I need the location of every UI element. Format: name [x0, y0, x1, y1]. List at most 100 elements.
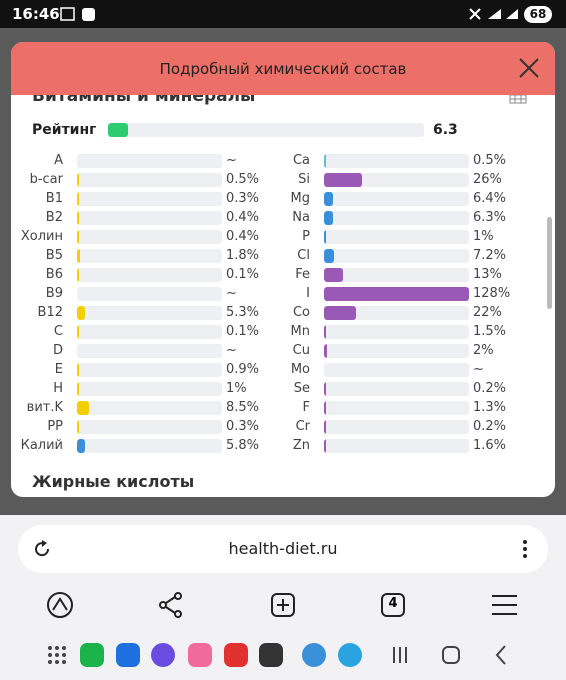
signal-icons	[469, 8, 518, 20]
nutrient-name: Cu	[292, 343, 310, 358]
bar	[77, 401, 90, 415]
nutrient-value: 13%	[473, 267, 502, 282]
modal-header: Подробный химический состав	[11, 42, 555, 95]
modal-title: Подробный химический состав	[159, 60, 407, 78]
nutrient-name: E	[54, 362, 63, 377]
nutrient-name: Co	[292, 305, 310, 320]
nutrient-track	[324, 230, 469, 244]
nutrient-track	[77, 287, 222, 301]
menu-button[interactable]	[492, 595, 517, 615]
nutrient-value: 0.2%	[473, 381, 507, 396]
nutrient-name: Fe	[295, 267, 310, 282]
nutrient-name: I	[306, 286, 310, 301]
back-button[interactable]	[495, 645, 506, 665]
menu-icon[interactable]	[521, 539, 529, 559]
app-icon[interactable]	[116, 643, 140, 667]
nutrient-name: B1	[45, 191, 63, 206]
nutrient-value: 0.3%	[226, 191, 260, 206]
nutrient-track	[324, 173, 469, 187]
share-button[interactable]	[159, 592, 182, 618]
recent-button[interactable]	[393, 647, 407, 663]
nutrient-track	[324, 211, 469, 225]
nutrient-track	[77, 420, 222, 434]
nutrient-value: 0.3%	[226, 419, 260, 434]
nutrient-name: Cr	[295, 419, 310, 434]
nutrient-value: 22%	[473, 305, 502, 320]
nutrient-value: 0.9%	[226, 362, 260, 377]
bar	[77, 325, 79, 339]
nutrient-name: P	[302, 229, 310, 244]
app-icon[interactable]	[151, 643, 175, 667]
nutrient-track	[77, 382, 222, 396]
bar	[77, 306, 85, 320]
rating-label: Рейтинг	[32, 122, 97, 138]
nutrient-track	[77, 173, 222, 187]
home-button[interactable]	[47, 592, 73, 618]
nutrient-track	[324, 268, 469, 282]
content: Рейтинг 6.3 A ~ b-car 0.5% B1 0.3% B2 0.4% Холин 0.…	[11, 42, 555, 497]
bar	[108, 123, 128, 137]
tab-count[interactable]: 4	[388, 596, 398, 611]
nutrient-track	[324, 439, 469, 453]
bar	[77, 268, 79, 282]
status-icons	[60, 7, 95, 21]
nutrient-value: 1.5%	[473, 324, 507, 339]
app-icon[interactable]	[338, 643, 362, 667]
nutrient-value: 0.4%	[226, 229, 260, 244]
nutrient-name: b-car	[29, 172, 63, 187]
nutrient-value: 1%	[226, 381, 247, 396]
bar	[77, 211, 79, 225]
bar	[77, 230, 79, 244]
nutrient-name: B6	[45, 267, 63, 282]
modal: Подробный химический состав Витамины и м…	[11, 42, 555, 497]
app-icon[interactable]	[80, 643, 104, 667]
nutrient-name: Холин	[20, 229, 63, 244]
tabs-button[interactable]	[381, 593, 405, 617]
nutrient-value: 2%	[473, 343, 494, 358]
nutrient-value: ~	[473, 362, 484, 377]
rating-track	[108, 123, 424, 137]
bar	[77, 363, 79, 377]
nutrient-value: ~	[226, 343, 237, 358]
nutrient-name: Mg	[290, 191, 310, 206]
bar	[77, 249, 80, 263]
close-button[interactable]	[518, 57, 540, 79]
rating-value: 6.3	[433, 122, 458, 138]
bar	[324, 287, 469, 301]
bar	[324, 344, 327, 358]
app-icon[interactable]	[302, 643, 326, 667]
nutrient-track	[77, 306, 222, 320]
nutrient-value: 128%	[473, 286, 511, 301]
nutrient-track	[77, 344, 222, 358]
nutrient-value: 5.8%	[226, 438, 260, 453]
nav-bar	[48, 643, 506, 667]
nutrient-value: 6.3%	[473, 210, 507, 225]
bar	[324, 154, 326, 168]
app-icon[interactable]	[259, 643, 283, 667]
address-bar[interactable]: health-diet.ru	[18, 525, 548, 573]
nutrient-value: 0.4%	[226, 210, 260, 225]
browser-toolbar	[47, 592, 517, 618]
scrollbar	[547, 217, 552, 309]
nutrient-name: Cl	[297, 248, 310, 263]
home-button[interactable]	[442, 646, 460, 664]
nutrient-name: D	[52, 343, 63, 358]
nutrient-track	[77, 268, 222, 282]
apps-button[interactable]	[48, 646, 66, 664]
nutrient-value: 7.2%	[473, 248, 507, 263]
app-icon[interactable]	[188, 643, 212, 667]
bar	[324, 211, 334, 225]
nutrient-name: A	[54, 153, 63, 168]
bar	[324, 192, 334, 206]
reload-icon[interactable]	[32, 539, 52, 559]
url[interactable]: health-diet.ru	[228, 539, 338, 558]
nutrient-name: B12	[37, 305, 63, 320]
bar	[324, 401, 326, 415]
app-icon[interactable]	[224, 643, 248, 667]
nutrient-track	[77, 401, 222, 415]
nutrient-track	[77, 439, 222, 453]
new-tab-button[interactable]	[271, 593, 295, 617]
bar	[77, 192, 79, 206]
